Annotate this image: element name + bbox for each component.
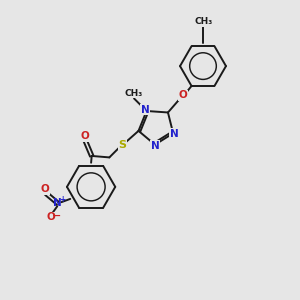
Text: O: O: [41, 184, 50, 194]
Text: CH₃: CH₃: [195, 17, 213, 26]
Text: O: O: [81, 131, 90, 141]
Text: N: N: [53, 198, 62, 208]
Text: +: +: [60, 195, 66, 204]
Text: O: O: [47, 212, 56, 223]
Text: S: S: [118, 140, 126, 149]
Text: O: O: [179, 90, 188, 100]
Text: CH₃: CH₃: [124, 89, 142, 98]
Text: N: N: [170, 129, 179, 139]
Text: N: N: [151, 141, 160, 151]
Text: N: N: [141, 105, 150, 115]
Text: −: −: [52, 211, 62, 221]
